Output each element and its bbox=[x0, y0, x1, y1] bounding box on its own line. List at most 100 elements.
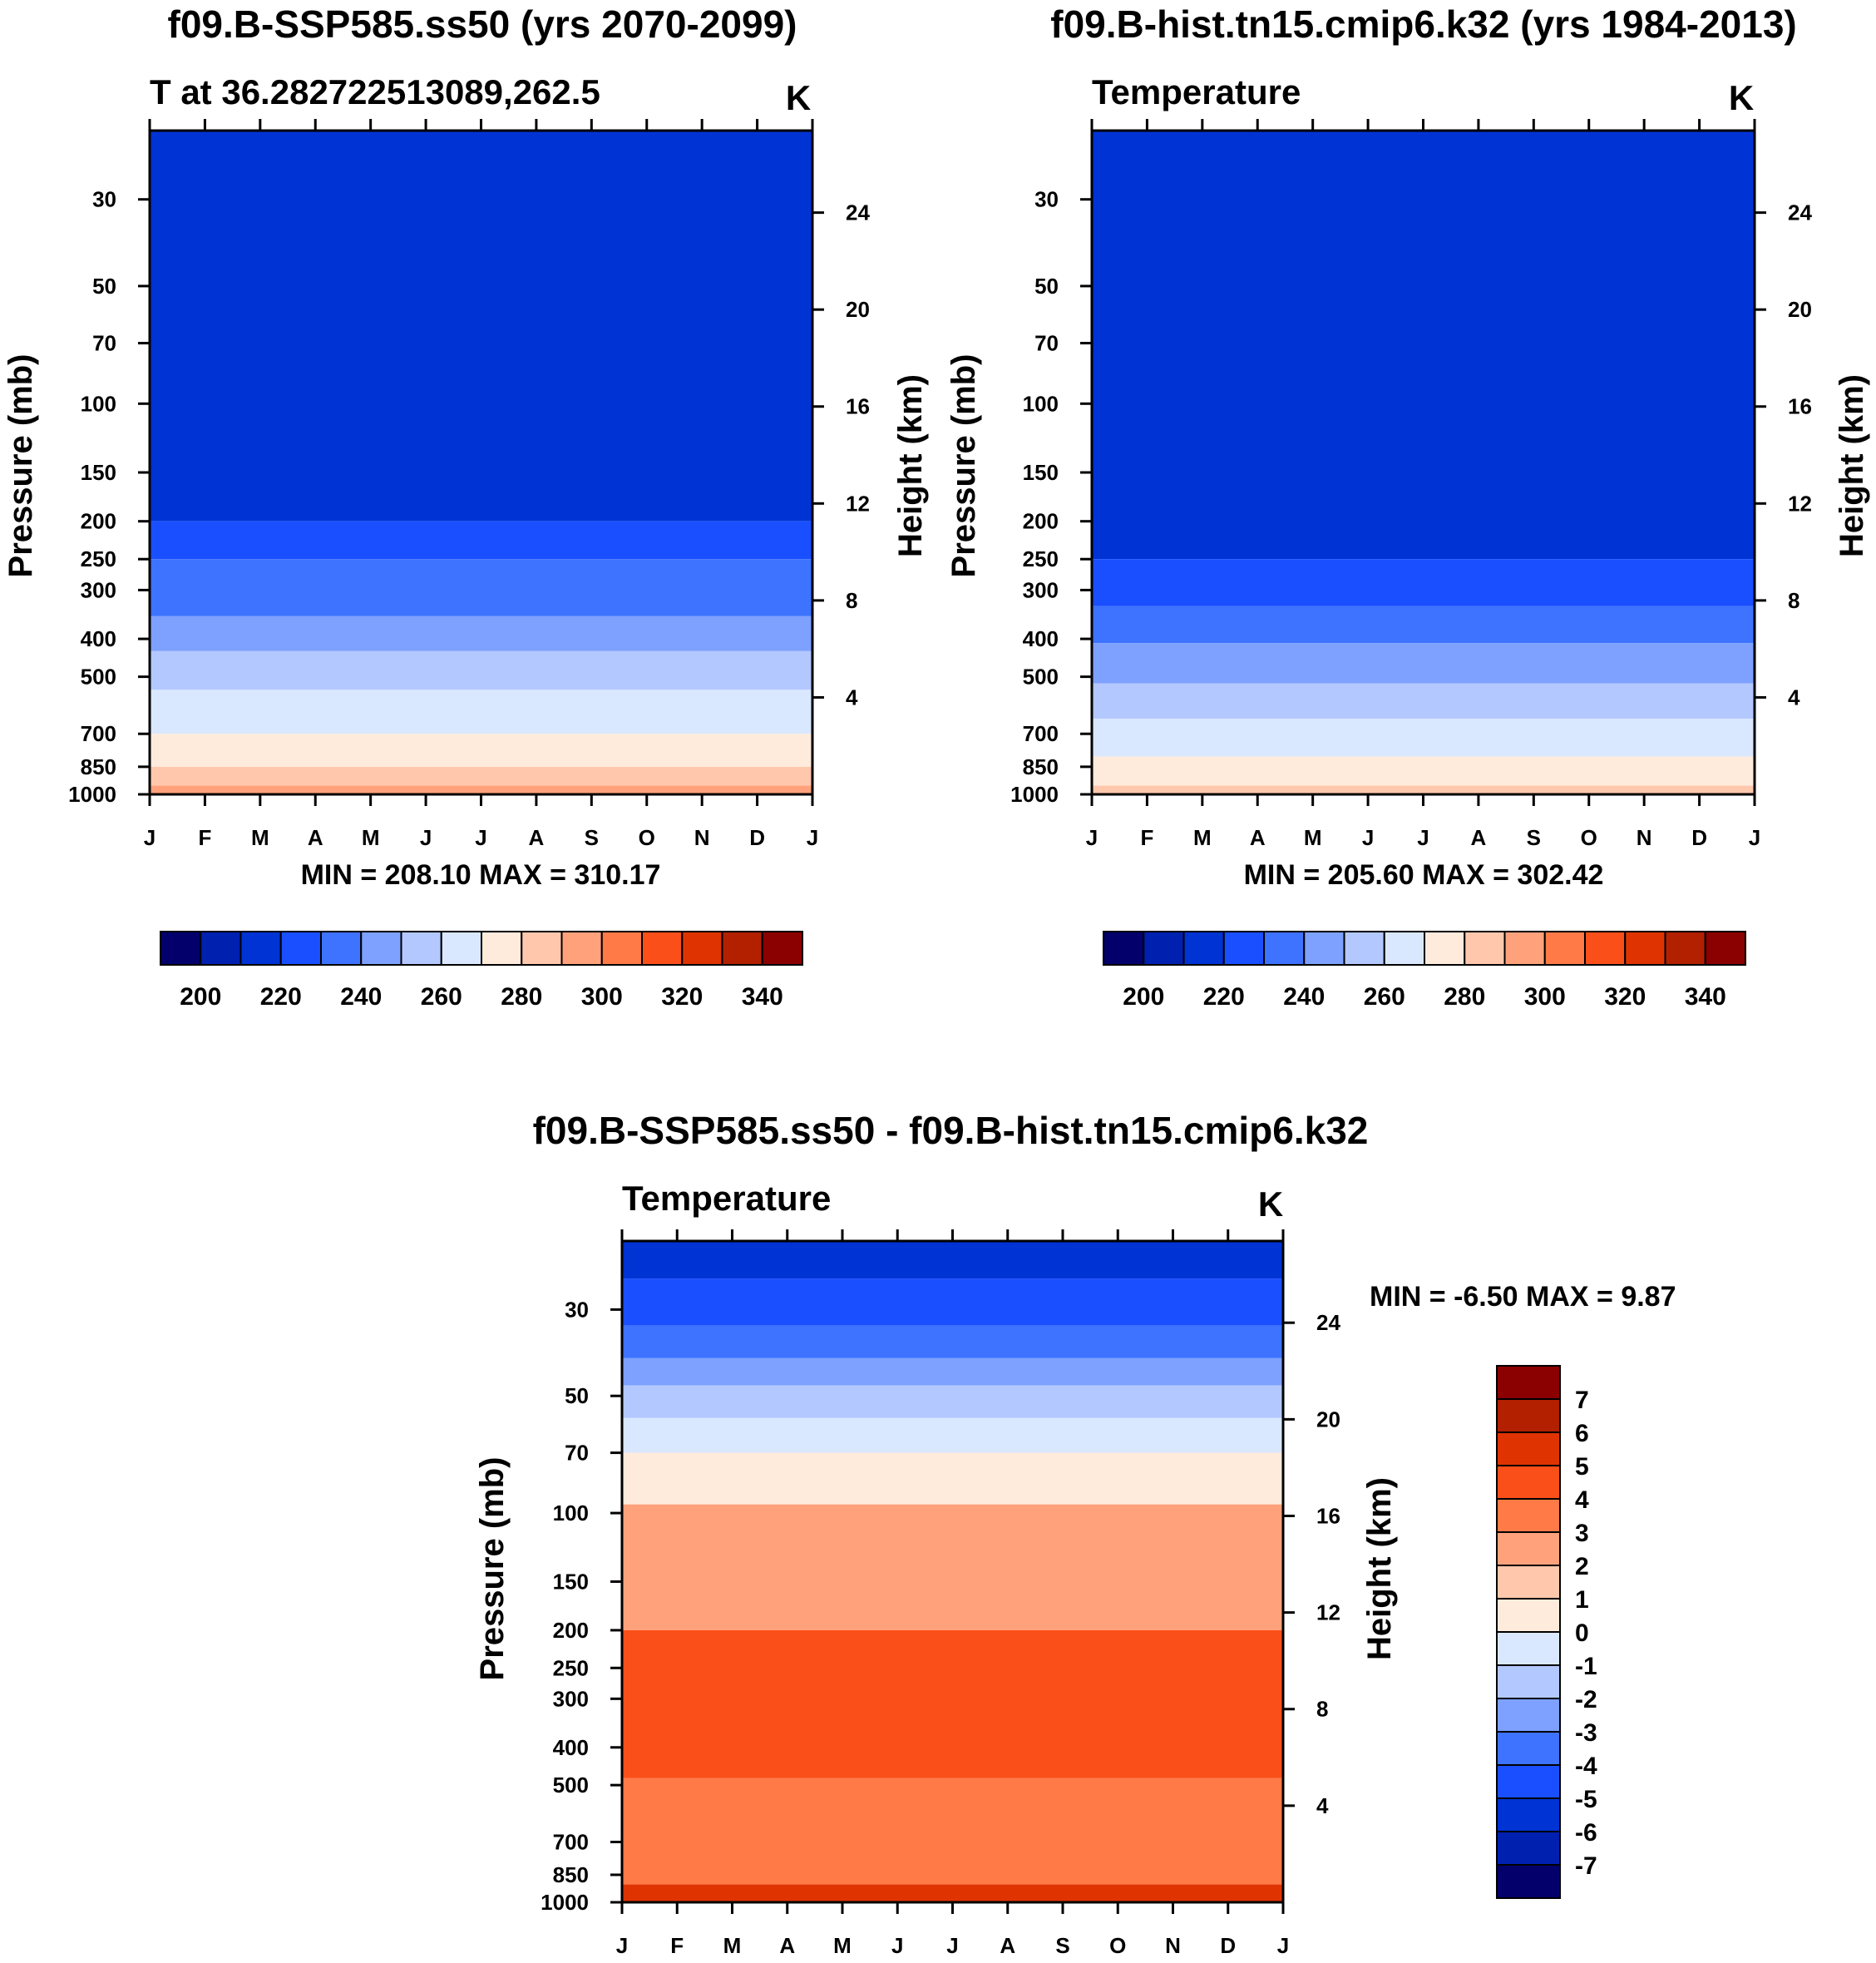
y-tick-label: 300 bbox=[553, 1686, 589, 1711]
x-tick-label: O bbox=[1109, 1933, 1126, 1958]
y-tick-label: 850 bbox=[81, 754, 116, 779]
colorbar-swatch bbox=[681, 931, 723, 966]
y-tick-label-right: 8 bbox=[1316, 1697, 1328, 1722]
colorbar-swatch bbox=[1496, 1465, 1561, 1500]
y-tick-label: 50 bbox=[1034, 274, 1059, 299]
y-tick-label: 100 bbox=[1023, 391, 1059, 416]
colorbar-swatch bbox=[160, 931, 202, 966]
y-tick-label: 500 bbox=[1023, 665, 1059, 690]
x-tick-label: O bbox=[639, 825, 655, 850]
y-tick-label: 200 bbox=[553, 1618, 589, 1643]
y-tick-label-right: 12 bbox=[1788, 491, 1812, 516]
panel-ssp585: f09.B-SSP585.ss50 (yrs 2070-2099) T at 3… bbox=[2, 2, 929, 1011]
y-axis-label-height: Height (km) bbox=[1361, 1477, 1398, 1660]
y-tick-label-right: 12 bbox=[1316, 1600, 1340, 1625]
contour-band bbox=[622, 1417, 1283, 1453]
x-tick-label: A bbox=[1000, 1933, 1015, 1958]
y-tick-label-right: 20 bbox=[1316, 1407, 1340, 1431]
y-tick-label: 200 bbox=[1023, 509, 1059, 534]
colorbar-label: 240 bbox=[1283, 983, 1325, 1011]
colorbar-label: 200 bbox=[180, 983, 221, 1011]
colorbar-label: -2 bbox=[1575, 1686, 1597, 1713]
x-tick-label: A bbox=[308, 825, 323, 850]
colorbar-label: -5 bbox=[1575, 1786, 1597, 1813]
panel-subtitle: Temperature bbox=[622, 1179, 831, 1218]
colorbar-label: 340 bbox=[742, 983, 783, 1011]
y-tick-label: 300 bbox=[1023, 577, 1059, 602]
y-tick-label: 70 bbox=[565, 1441, 589, 1466]
y-tick-label: 700 bbox=[1023, 721, 1059, 746]
colorbar-label: -3 bbox=[1575, 1719, 1597, 1747]
y-tick-label-right: 24 bbox=[1788, 200, 1812, 225]
contour-band bbox=[1092, 756, 1755, 786]
y-tick-label: 1000 bbox=[1010, 782, 1059, 807]
x-tick-label: A bbox=[1250, 825, 1266, 850]
colorbar-swatch bbox=[1496, 1531, 1561, 1566]
colorbar-label: -7 bbox=[1575, 1852, 1597, 1880]
contour-band bbox=[1092, 718, 1755, 757]
colorbar-swatch bbox=[761, 931, 803, 966]
y-axis-label-pressure: Pressure (mb) bbox=[945, 354, 982, 578]
y-tick-label-right: 4 bbox=[1788, 685, 1800, 710]
colorbar-label: 200 bbox=[1123, 983, 1164, 1011]
y-tick-label: 850 bbox=[1023, 754, 1059, 779]
x-tick-label: M bbox=[362, 825, 380, 850]
y-tick-label: 250 bbox=[553, 1655, 589, 1680]
x-tick-label: J bbox=[1749, 825, 1760, 850]
y-tick-label: 1000 bbox=[68, 782, 116, 807]
y-tick-label-right: 4 bbox=[846, 685, 858, 710]
x-tick-label: J bbox=[1362, 825, 1374, 850]
contour-band bbox=[1092, 606, 1755, 644]
colorbar-swatch bbox=[1624, 931, 1666, 966]
colorbar-swatch bbox=[1496, 1764, 1561, 1799]
y-tick-label: 50 bbox=[565, 1383, 589, 1408]
colorbar-label: 320 bbox=[661, 983, 703, 1011]
units-label: K bbox=[786, 78, 811, 117]
x-tick-label: F bbox=[670, 1933, 684, 1958]
x-tick-label: M bbox=[723, 1933, 742, 1958]
colorbar-label: 300 bbox=[581, 983, 623, 1011]
x-tick-label: A bbox=[529, 825, 545, 850]
x-tick-label: M bbox=[833, 1933, 852, 1958]
units-label: K bbox=[1729, 78, 1754, 117]
colorbar-label: 320 bbox=[1604, 983, 1646, 1011]
x-tick-label: J bbox=[891, 1933, 903, 1958]
colorbar-swatch bbox=[521, 931, 563, 966]
y-tick-label-right: 8 bbox=[846, 588, 857, 613]
x-tick-label: N bbox=[694, 825, 710, 850]
colorbar: 200 220 240 260 280 300 320 340 bbox=[1103, 931, 1746, 1011]
y-tick-label: 70 bbox=[1034, 331, 1059, 356]
colorbar-swatch bbox=[641, 931, 684, 966]
x-tick-label: M bbox=[251, 825, 269, 850]
y-tick-label: 50 bbox=[92, 274, 116, 299]
colorbar-swatch bbox=[279, 931, 322, 966]
colorbar-swatch bbox=[1182, 931, 1225, 966]
y-tick-label-right: 24 bbox=[1316, 1310, 1340, 1335]
x-tick-label: S bbox=[585, 825, 599, 850]
y-tick-label: 30 bbox=[565, 1297, 589, 1322]
panel-historical: f09.B-hist.tn15.cmip6.k32 (yrs 1984-2013… bbox=[945, 2, 1870, 1011]
colorbar-swatch bbox=[360, 931, 402, 966]
contour-band bbox=[150, 131, 812, 522]
contour-band bbox=[150, 521, 812, 560]
x-tick-label: J bbox=[946, 1933, 958, 1958]
x-tick-label: J bbox=[420, 825, 432, 850]
colorbar-swatch bbox=[1496, 1631, 1561, 1666]
x-tick-label: S bbox=[1527, 825, 1541, 850]
colorbar-label: 3 bbox=[1575, 1520, 1589, 1547]
colorbar-swatch bbox=[1704, 931, 1746, 966]
contour-band bbox=[1092, 131, 1755, 560]
contour-band bbox=[622, 1325, 1283, 1358]
colorbar-label: 300 bbox=[1524, 983, 1566, 1011]
colorbar-swatch bbox=[1503, 931, 1546, 966]
colorbar-label: -6 bbox=[1575, 1819, 1597, 1847]
y-tick-label-right: 12 bbox=[846, 491, 870, 516]
panel-subtitle: T at 36.282722513089,262.5 bbox=[150, 72, 600, 111]
y-tick-label-right: 8 bbox=[1788, 588, 1799, 613]
y-tick-label: 150 bbox=[553, 1569, 589, 1594]
x-tick-label: O bbox=[1581, 825, 1597, 850]
contour-band bbox=[150, 616, 812, 651]
y-tick-label: 30 bbox=[1034, 187, 1059, 212]
x-tick-label: J bbox=[1417, 825, 1429, 850]
y-tick-label: 100 bbox=[81, 391, 116, 416]
